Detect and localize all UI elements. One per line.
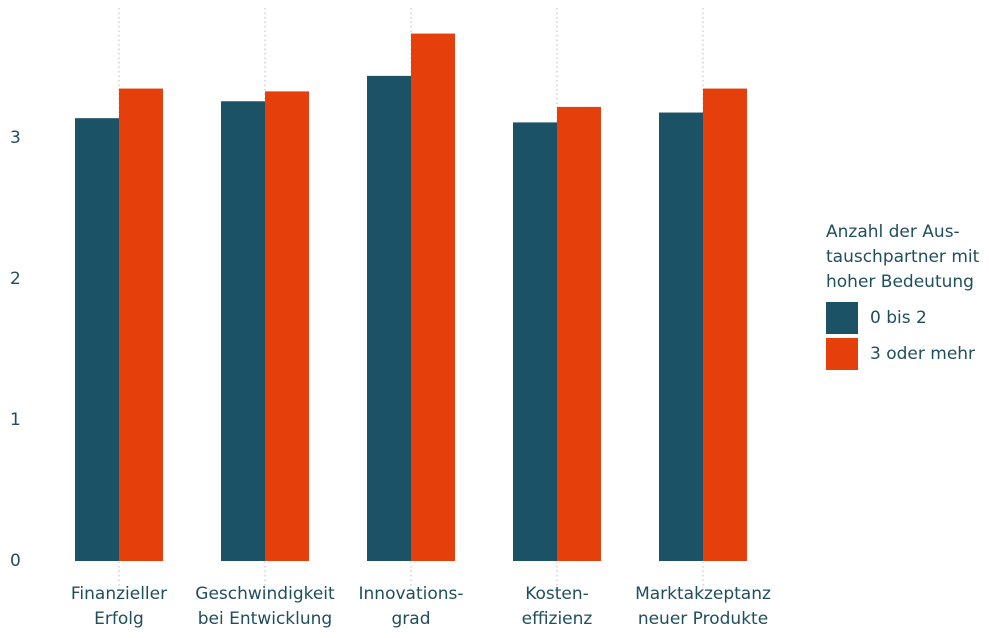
- bar: [119, 88, 163, 562]
- y-tick-label: 2: [10, 269, 21, 289]
- legend-title: Anzahl der Aus- tauschpartner mit hoher …: [826, 222, 980, 292]
- y-tick-label: 0: [10, 551, 21, 571]
- bar: [221, 101, 265, 561]
- x-tick-label: Geschwindigkeit bei Entwicklung: [195, 584, 335, 629]
- bar: [659, 112, 703, 562]
- bar: [411, 33, 455, 562]
- legend-swatch: [826, 302, 858, 334]
- x-tick-label: Innovations- grad: [358, 584, 464, 629]
- x-tick-label: Kosten- effizienz: [521, 584, 593, 629]
- x-tick-label: Finanzieller Erfolg: [70, 584, 168, 629]
- x-tick-label: Marktakzeptanz neuer Produkte: [635, 584, 771, 629]
- legend-label: 0 bis 2: [870, 308, 927, 328]
- bar: [513, 122, 557, 562]
- y-tick-label: 3: [10, 128, 21, 148]
- y-tick-label: 1: [10, 410, 21, 430]
- bar: [703, 88, 747, 562]
- bar: [265, 91, 309, 561]
- legend-swatch: [826, 338, 858, 370]
- bar: [557, 106, 601, 562]
- bar: [75, 118, 119, 561]
- legend-label: 3 oder mehr: [870, 344, 976, 364]
- bar: [367, 75, 411, 561]
